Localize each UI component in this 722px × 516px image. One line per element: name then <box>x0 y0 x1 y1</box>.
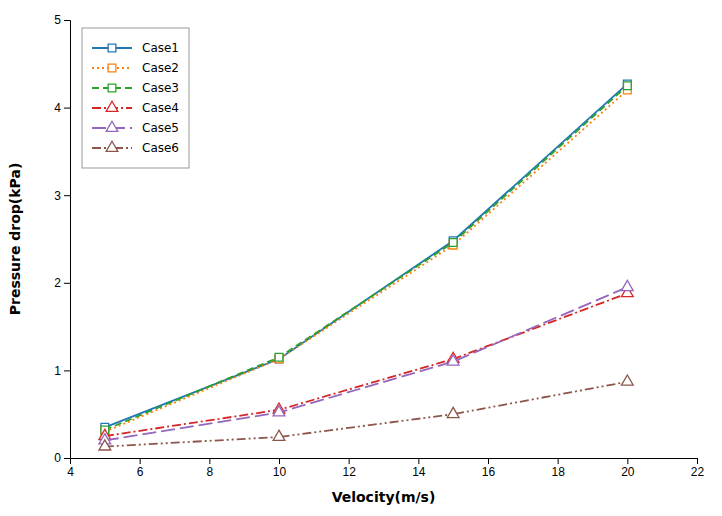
marker <box>623 82 631 90</box>
tick: 16 <box>482 458 496 479</box>
tick: 4 <box>67 458 74 479</box>
tick-label: 6 <box>137 465 144 479</box>
tick: 12 <box>342 458 356 479</box>
tick-mark <box>627 458 628 464</box>
tick: 22 <box>691 458 705 479</box>
tick: 18 <box>551 458 565 479</box>
legend-marker <box>106 121 118 131</box>
tick: 3 <box>54 189 70 203</box>
tick-label: 1 <box>54 364 61 378</box>
legend-label: Case4 <box>142 101 179 115</box>
series-line <box>105 382 628 447</box>
legend-label: Case1 <box>142 41 179 55</box>
tick: 4 <box>54 101 70 115</box>
tick: 8 <box>206 458 213 479</box>
tick-mark <box>279 458 280 464</box>
legend-marker <box>108 84 116 92</box>
tick-mark <box>488 458 489 464</box>
legend-marker <box>108 64 116 72</box>
tick-label: 4 <box>54 101 61 115</box>
y-axis-title: Pressure drop(kPa) <box>7 163 23 316</box>
legend-label: Case6 <box>142 141 179 155</box>
legend-marker <box>108 44 116 52</box>
tick: 6 <box>137 458 144 479</box>
tick: 5 <box>54 13 70 27</box>
tick-label: 16 <box>482 465 496 479</box>
marker <box>621 375 633 385</box>
tick: 1 <box>54 364 70 378</box>
tick-mark <box>64 370 70 371</box>
x-axis: 4 6 8 10 12 14 16 18 20 22 <box>67 458 704 479</box>
tick-mark <box>64 195 70 196</box>
legend-label: Case3 <box>142 81 179 95</box>
legend-marker <box>106 101 118 111</box>
legend-marker <box>106 141 118 151</box>
axis-line <box>64 21 71 459</box>
x-axis-title: Velocity(m/s) <box>332 489 436 505</box>
tick-mark <box>64 108 70 109</box>
marker <box>275 353 283 361</box>
tick-mark <box>140 458 141 464</box>
marker <box>99 440 111 450</box>
tick-mark <box>349 458 350 464</box>
tick-mark <box>64 458 70 459</box>
marker <box>447 355 459 365</box>
tick-label: 5 <box>54 13 61 27</box>
tick: 0 <box>54 451 70 465</box>
tick-mark <box>558 458 559 464</box>
tick-label: 4 <box>67 465 74 479</box>
axis-line <box>71 459 698 465</box>
tick-label: 10 <box>273 465 287 479</box>
series-line <box>105 293 628 436</box>
tick-label: 8 <box>206 465 213 479</box>
tick-label: 2 <box>54 276 61 290</box>
marker <box>447 407 459 417</box>
tick-label: 0 <box>54 451 61 465</box>
marker <box>621 280 633 290</box>
legend-box <box>82 28 189 168</box>
marker <box>273 430 285 440</box>
y-axis: 0 1 2 3 4 5 <box>54 13 70 465</box>
legend-label: Case5 <box>142 121 179 135</box>
tick-label: 3 <box>54 189 61 203</box>
marker <box>449 239 457 247</box>
tick-mark <box>64 283 70 284</box>
tick-label: 18 <box>551 465 565 479</box>
tick-mark <box>697 458 698 464</box>
tick: 10 <box>273 458 287 479</box>
plot-area: 46810121416182022012345Case1Case2Case3Ca… <box>54 13 704 478</box>
tick-mark <box>209 458 210 464</box>
series-line <box>105 287 628 440</box>
tick: 20 <box>621 458 635 479</box>
legend-label: Case2 <box>142 61 179 75</box>
tick: 2 <box>54 276 70 290</box>
tick-label: 22 <box>691 465 705 479</box>
chart: 46810121416182022012345Case1Case2Case3Ca… <box>0 0 722 516</box>
tick-label: 12 <box>342 465 356 479</box>
tick: 14 <box>412 458 426 479</box>
marker <box>273 406 285 416</box>
tick-label: 20 <box>621 465 635 479</box>
legend: Case1 Case2 Case3 Case4 Case5 Case6 <box>82 28 189 168</box>
tick-label: 14 <box>412 465 426 479</box>
tick-mark <box>64 20 70 21</box>
tick-mark <box>418 458 419 464</box>
